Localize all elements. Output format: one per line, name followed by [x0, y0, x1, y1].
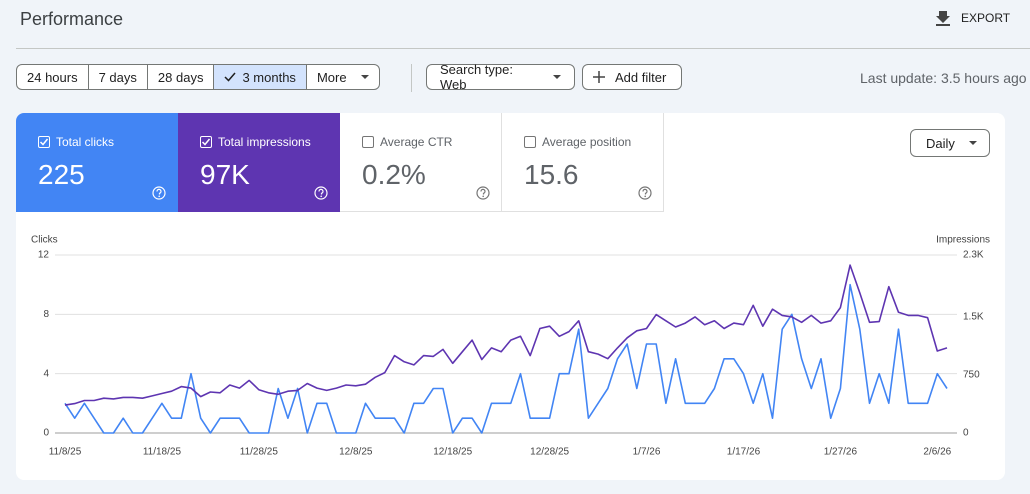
metric-label: Total impressions	[218, 135, 311, 149]
export-label: EXPORT	[961, 11, 1011, 25]
x-tick-label: 1/7/26	[633, 447, 661, 458]
metric-value: 225	[38, 159, 85, 190]
help-icon[interactable]	[638, 186, 652, 200]
check-mark	[39, 138, 49, 146]
range-option[interactable]: 28 days	[148, 65, 215, 89]
y-tick-label: 8	[43, 309, 49, 320]
checkbox	[362, 136, 374, 148]
x-tick-label: 11/28/25	[240, 447, 279, 458]
y2-tick-label: 1.5K	[963, 312, 984, 323]
y2-tick-label: 0	[963, 428, 969, 439]
more-label: More	[316, 69, 347, 85]
metric-value: 97K	[200, 159, 250, 190]
metric-tile[interactable]: Total clicks 225	[16, 113, 178, 212]
granularity-label: Daily	[926, 135, 955, 151]
metric-value: 15.6	[524, 159, 579, 190]
x-tick-label: 1/27/26	[824, 447, 858, 458]
x-tick-label: 12/8/25	[339, 447, 373, 458]
checkbox	[524, 136, 536, 148]
x-tick-label: 11/8/25	[49, 447, 82, 458]
add-filter-label: Add filter	[615, 69, 667, 85]
range-selector: 24 hours 7 days 28 days 3 months More	[16, 64, 380, 90]
download-icon	[936, 11, 950, 26]
series-line	[64, 264, 948, 406]
range-more[interactable]: More	[307, 65, 379, 89]
range-option[interactable]: 24 hours	[17, 65, 89, 89]
y2-tick-label: 2.3K	[963, 250, 984, 261]
series-line	[64, 283, 948, 434]
check-icon	[224, 72, 237, 82]
divider	[16, 48, 1030, 49]
help-icon[interactable]	[314, 186, 328, 200]
x-tick-label: 11/18/25	[143, 447, 182, 458]
metric-tile[interactable]: Total impressions 97K	[178, 113, 340, 212]
last-update: Last update: 3.5 hours ago	[860, 70, 1027, 86]
metric-value: 0.2%	[362, 159, 426, 190]
help-icon[interactable]	[476, 186, 490, 200]
y2-tick-label: 750	[963, 370, 980, 381]
range-option[interactable]: 7 days	[89, 65, 148, 89]
x-tick-label: 2/6/26	[923, 447, 951, 458]
range-label: 3 months	[242, 69, 296, 85]
y-tick-label: 12	[38, 250, 50, 261]
search-type-filter[interactable]: Search type: Web	[426, 62, 575, 92]
caret	[969, 140, 977, 145]
plus-icon	[593, 71, 605, 83]
x-tick-label: 12/18/25	[433, 447, 472, 458]
metric-tile[interactable]: Average position 15.6	[502, 113, 664, 212]
y-tick-label: 4	[43, 368, 49, 379]
page-title: Performance	[20, 9, 124, 29]
metric-tile[interactable]: Average CTR 0.2%	[340, 113, 502, 212]
checkbox	[38, 136, 50, 148]
caret	[553, 74, 561, 79]
range-option-selected[interactable]: 3 months	[214, 65, 307, 89]
check-mark	[201, 138, 211, 146]
metric-label: Average position	[542, 135, 632, 149]
y-axis-title: Clicks	[31, 235, 58, 246]
x-tick-label: 1/17/26	[727, 447, 761, 458]
y-tick-label: 0	[43, 428, 49, 439]
add-filter-button[interactable]: Add filter	[582, 64, 682, 90]
export-button[interactable]: EXPORT	[935, 10, 1010, 26]
metric-label: Average CTR	[380, 135, 453, 149]
help-icon[interactable]	[152, 186, 166, 200]
caret	[360, 74, 369, 79]
y2-axis-title: Impressions	[936, 235, 990, 246]
separator	[411, 64, 412, 92]
x-tick-label: 12/28/25	[530, 447, 569, 458]
granularity-select[interactable]: Daily	[910, 129, 990, 157]
checkbox	[200, 136, 212, 148]
search-type-label: Search type: Web	[440, 62, 513, 92]
metric-label: Total clicks	[56, 135, 115, 149]
